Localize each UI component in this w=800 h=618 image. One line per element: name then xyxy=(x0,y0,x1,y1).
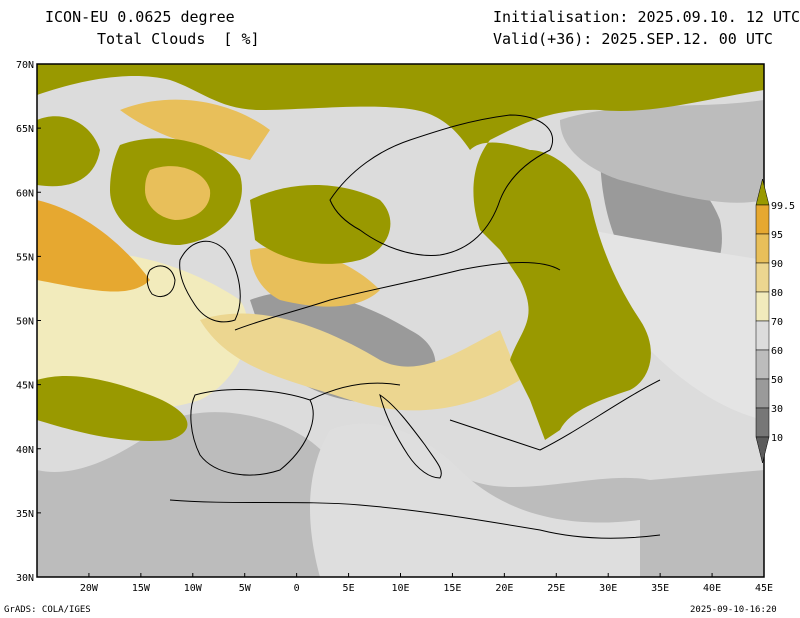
lon-label: 10W xyxy=(184,583,203,594)
coastline-iberia xyxy=(190,389,314,476)
cloud-layer-overcast-north xyxy=(37,64,764,440)
footer-right: 2025-09-10-16:20 xyxy=(690,605,777,615)
cloud-layer-overcast-northsea xyxy=(250,185,391,264)
latitude-labels: 70N 65N 60N 55N 50N 45N 40N 35N 30N xyxy=(16,60,41,584)
colorbar-label: 70 xyxy=(771,317,783,328)
lat-label: 65N xyxy=(16,124,34,135)
cloud-layer-orange-central xyxy=(250,247,380,307)
colorbar-box xyxy=(755,378,770,409)
map-plot-area xyxy=(37,64,764,577)
colorbar-label: 90 xyxy=(771,259,783,270)
colorbar-label: 30 xyxy=(771,404,783,415)
lat-label: 60N xyxy=(16,188,34,199)
cloud-layer-overcast-west-edge xyxy=(37,116,100,187)
lon-label: 10E xyxy=(391,583,409,594)
colorbar-label: 95 xyxy=(771,230,783,241)
colorbar-box xyxy=(755,349,770,380)
cloud-layer-clear-med xyxy=(310,423,640,577)
lon-label: 35E xyxy=(651,583,669,594)
cloud-layer-grey-north xyxy=(560,100,764,203)
colorbar-label: 99.5 xyxy=(771,201,795,212)
cloud-layer-lightyellow-atlantic xyxy=(37,252,248,409)
lon-label: 5W xyxy=(239,583,252,594)
lon-label: 40E xyxy=(703,583,721,594)
lon-label: 15W xyxy=(132,583,151,594)
lat-label: 30N xyxy=(16,573,34,584)
colorbar-box xyxy=(755,407,770,438)
colorbar-box xyxy=(755,233,770,264)
coastline-africa xyxy=(169,499,661,539)
field-title: Total Clouds [ %] xyxy=(97,30,260,48)
colorbar-box xyxy=(755,204,770,235)
lat-label: 35N xyxy=(16,509,34,520)
cloud-layer-overcast-atlantic xyxy=(37,375,188,441)
cloud-layer-clear-east xyxy=(590,230,764,420)
footer-left: GrADS: COLA/IGES xyxy=(4,605,91,615)
lon-label: 5E xyxy=(343,583,355,594)
cloud-layer-orange-west xyxy=(37,200,150,292)
colorbar-label: 50 xyxy=(771,375,783,386)
cloud-layer-orange-north xyxy=(120,99,270,160)
longitude-labels: 20W 15W 10W 5W 0 5E 10E 15E 20E 25E 30E 35E 40E 45E xyxy=(80,573,773,594)
lat-label: 70N xyxy=(16,60,34,71)
colorbar-label: 80 xyxy=(771,288,783,299)
colorbar-bottom-arrow xyxy=(755,436,770,464)
lon-label: 30E xyxy=(599,583,617,594)
colorbar-box xyxy=(755,291,770,322)
coastline-mainland xyxy=(234,261,661,451)
colorbar: 99.5 95 90 80 70 60 50 30 10 xyxy=(755,178,795,464)
lat-label: 45N xyxy=(16,381,34,392)
cloud-layer-swirl-core xyxy=(145,166,211,220)
lat-label: 55N xyxy=(16,252,34,263)
lon-label: 25E xyxy=(547,583,565,594)
lat-label: 40N xyxy=(16,445,34,456)
colorbar-label: 60 xyxy=(771,346,783,357)
lat-label: 50N xyxy=(16,317,34,328)
coastline-uk xyxy=(179,240,241,323)
colorbar-box xyxy=(755,320,770,351)
coastline-ireland xyxy=(146,265,176,297)
valid-time: Valid(+36): 2025.SEP.12. 00 UTC xyxy=(493,30,773,48)
init-time: Initialisation: 2025.09.10. 12 UTC xyxy=(493,8,800,26)
coastline-italy xyxy=(379,393,442,479)
lon-label: 20W xyxy=(80,583,99,594)
model-title: ICON-EU 0.0625 degree xyxy=(45,8,235,26)
colorbar-box xyxy=(755,262,770,293)
colorbar-label: 10 xyxy=(771,433,783,444)
lon-label: 20E xyxy=(495,583,513,594)
lon-label: 0 xyxy=(294,583,300,594)
lon-label: 45E xyxy=(755,583,773,594)
coastline-scandinavia xyxy=(329,114,553,256)
cloud-layer-yellow-band xyxy=(200,313,520,411)
lon-label: 15E xyxy=(443,583,461,594)
